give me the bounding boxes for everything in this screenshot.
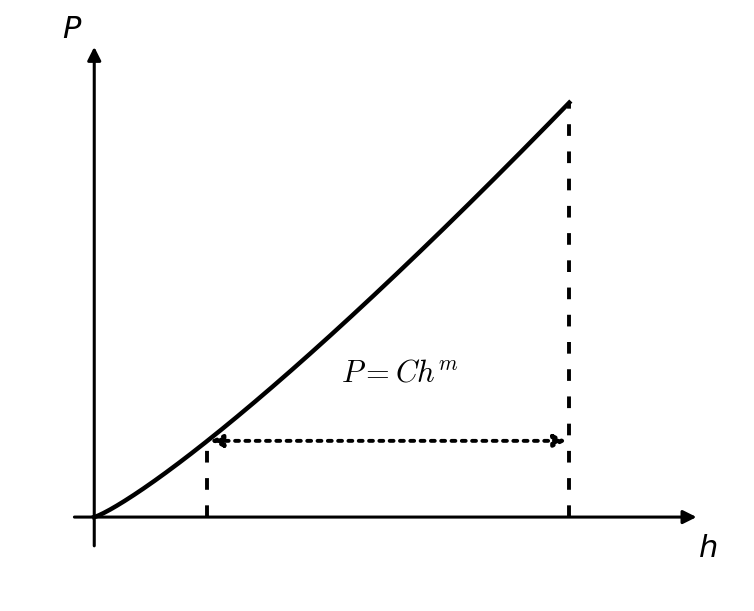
- Text: $P=Ch^m$: $P=Ch^m$: [341, 359, 458, 387]
- Text: h: h: [699, 534, 719, 563]
- Text: P: P: [63, 15, 81, 44]
